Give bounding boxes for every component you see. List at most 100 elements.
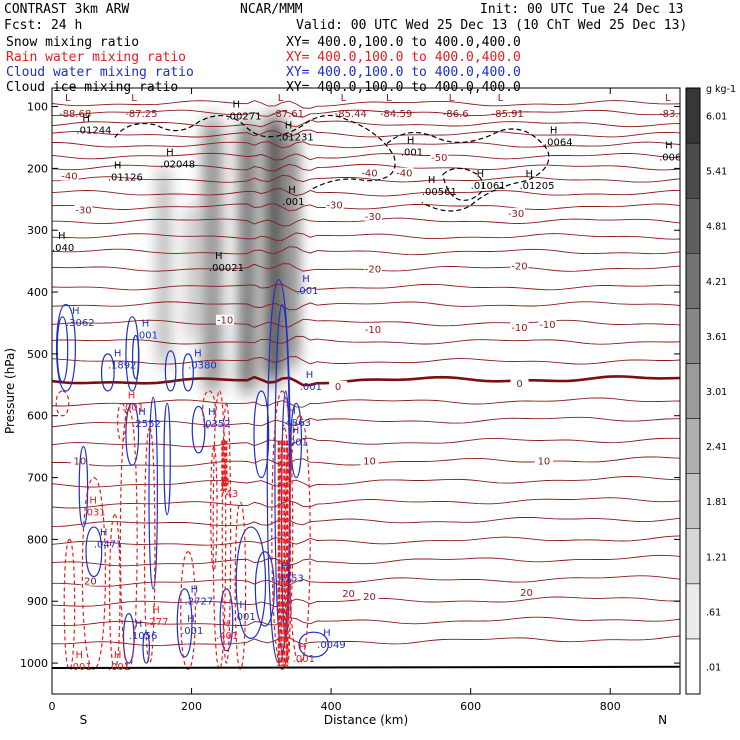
contour-label-bg bbox=[360, 591, 379, 602]
temperature-contour bbox=[52, 356, 680, 365]
maximum-value: .01231 bbox=[279, 133, 314, 144]
maximum-value: .0064 bbox=[544, 138, 573, 149]
rain-core bbox=[221, 440, 289, 667]
temperature-contour bbox=[52, 497, 680, 509]
high-marker: H bbox=[550, 126, 558, 137]
colorbar-label: 1.21 bbox=[706, 552, 727, 563]
temperature-label: -10 bbox=[539, 320, 555, 331]
x-axis-title: Distance (km) bbox=[324, 713, 408, 727]
cloud-water-contour bbox=[253, 390, 270, 479]
rain-water-contour bbox=[202, 390, 216, 429]
cloud-water-contour bbox=[56, 316, 69, 383]
colorbar-label: 6.01 bbox=[706, 112, 727, 123]
low-marker: L bbox=[131, 93, 137, 104]
maximum-value: .1892 bbox=[108, 360, 137, 371]
y-tick-label: 900 bbox=[27, 595, 48, 608]
colorbar-label: 1.81 bbox=[706, 497, 727, 508]
temperature-contour bbox=[52, 635, 680, 647]
contour-label-bg bbox=[81, 575, 100, 586]
low-marker: L bbox=[449, 93, 455, 104]
maximum-value: .0380 bbox=[188, 360, 217, 371]
maximum-value: .001 bbox=[296, 286, 318, 297]
maximum-value: .00561 bbox=[422, 187, 457, 198]
colorbar-bin bbox=[685, 87, 701, 144]
cloud-water-contour bbox=[100, 353, 115, 392]
temperature-contour bbox=[52, 575, 680, 587]
maximum-value: .001 bbox=[300, 382, 322, 393]
high-marker: H bbox=[215, 251, 223, 262]
colorbar-bin bbox=[685, 308, 701, 364]
rain-water-contour bbox=[221, 402, 232, 664]
rain-water-contour bbox=[210, 446, 218, 571]
temperature-label: 10 bbox=[538, 457, 551, 468]
temperature-label: -40 bbox=[361, 169, 377, 180]
colorbar-bin bbox=[685, 583, 701, 640]
contour-label-bg bbox=[363, 210, 382, 221]
rain-water-contour bbox=[234, 501, 247, 670]
high-marker: H bbox=[285, 121, 293, 132]
forecast-hour: Fcst: 24 h bbox=[4, 18, 82, 33]
y-tick-label: 100 bbox=[27, 101, 48, 114]
high-marker: H bbox=[302, 274, 310, 285]
maximum-value: .2552 bbox=[132, 419, 161, 430]
cloud-water-contour bbox=[176, 588, 193, 658]
ice-outline bbox=[115, 115, 395, 190]
high-marker: H bbox=[100, 528, 108, 539]
colorbar-label: 3.61 bbox=[706, 332, 727, 343]
high-marker: H bbox=[114, 160, 122, 171]
cloud-water-contour bbox=[290, 402, 303, 479]
temperature-contour bbox=[52, 318, 680, 328]
temperature-label: 20 bbox=[342, 589, 355, 600]
title-text: CONTRAST 3km ARW bbox=[4, 2, 129, 17]
maximum-value: .1056 bbox=[129, 631, 158, 642]
high-marker: H bbox=[232, 100, 240, 111]
x-tick-label: 0 bbox=[49, 700, 56, 713]
minimum-value: -85.91 bbox=[492, 109, 524, 120]
high-marker: H bbox=[114, 348, 122, 359]
colorbar: .01 .61 1.21 1.81 2.41 3.01 3.61 4.21 4.81 5.41 6.… bbox=[685, 84, 736, 695]
temperature-contour bbox=[52, 119, 680, 128]
temperature-contour bbox=[52, 152, 680, 161]
maximum-value: .0352 bbox=[202, 419, 231, 430]
maximum-value: .01244 bbox=[76, 125, 111, 136]
high-marker: H bbox=[428, 175, 436, 186]
cloud-water-contour bbox=[148, 396, 158, 590]
ice-outline-group bbox=[115, 115, 395, 190]
y-tick-label: 500 bbox=[27, 348, 48, 361]
temperature-label: -10 bbox=[217, 316, 233, 327]
temperature-contour bbox=[52, 535, 680, 546]
high-marker: H bbox=[299, 642, 307, 653]
maximum-value: .001 bbox=[286, 438, 308, 449]
field-xy: XY= 400.0,100.0 to 400.0,400.0 bbox=[286, 35, 521, 50]
field-xy: XY= 400.0,100.0 to 400.0,400.0 bbox=[286, 50, 521, 65]
maximum-value: .001 bbox=[69, 662, 91, 673]
x-tick-label: 800 bbox=[600, 700, 621, 713]
maximum-value: .0049 bbox=[317, 640, 346, 651]
contour-label-bg bbox=[329, 380, 348, 391]
cloud-water-contour bbox=[163, 402, 171, 516]
center-text: NCAR/MMM bbox=[240, 2, 303, 17]
plot-frame bbox=[51, 87, 681, 695]
temperature-label: -20 bbox=[365, 264, 381, 275]
maximum-value: .01061 bbox=[471, 181, 506, 192]
high-marker: H bbox=[323, 628, 331, 639]
temperature-contour bbox=[52, 397, 680, 408]
cloud-water-contour bbox=[164, 350, 177, 392]
maximum-value: .001 bbox=[122, 402, 144, 413]
high-marker: H bbox=[82, 113, 90, 124]
cloud-water-contour bbox=[131, 334, 140, 380]
field-name: Cloud water mixing ratio bbox=[6, 65, 194, 80]
colorbar-bin bbox=[685, 253, 701, 309]
low-marker: L bbox=[65, 93, 71, 104]
high-marker: H bbox=[142, 319, 150, 330]
low-marker: L bbox=[386, 93, 392, 104]
y-tick-label: 300 bbox=[27, 224, 48, 237]
maximum-value: .0471 bbox=[94, 540, 123, 551]
high-marker: H bbox=[138, 407, 146, 418]
colorbar-label: .61 bbox=[706, 607, 721, 618]
temperature-contours: -50 -40 -40 -40 -30 -30 -30 -30 -20 -20 -10 -10 -10 -… bbox=[52, 100, 680, 647]
maximum-value: .001 bbox=[181, 626, 203, 637]
contour-label-bg bbox=[339, 588, 358, 599]
